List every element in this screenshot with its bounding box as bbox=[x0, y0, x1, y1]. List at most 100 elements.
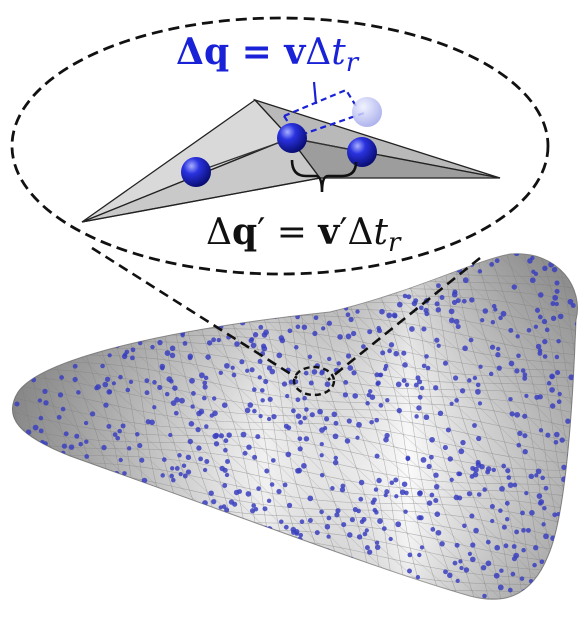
mesh-line bbox=[12, 253, 577, 279]
surface-particle bbox=[489, 503, 495, 510]
surface-particle bbox=[266, 590, 272, 596]
surface-particle bbox=[101, 306, 107, 312]
surface-particle bbox=[260, 398, 265, 403]
surface-particle bbox=[105, 607, 110, 612]
surface-particle bbox=[136, 610, 141, 615]
surface-particle bbox=[12, 518, 18, 524]
surface-particle bbox=[24, 592, 29, 598]
surface-particle bbox=[291, 529, 297, 535]
surface-particle bbox=[105, 304, 111, 310]
surface-particle bbox=[543, 533, 549, 540]
surface-particle bbox=[139, 516, 144, 522]
surface-particle bbox=[443, 569, 448, 575]
surface-particle bbox=[38, 428, 44, 434]
surface-particle bbox=[509, 411, 515, 417]
surface-particle bbox=[56, 414, 62, 420]
surface-particle bbox=[251, 503, 257, 508]
surface-particle bbox=[503, 543, 509, 549]
surface-particle bbox=[571, 438, 578, 445]
surface-particle bbox=[198, 408, 205, 415]
surface-particle bbox=[452, 289, 458, 295]
surface-particle bbox=[300, 292, 306, 297]
surface-particle bbox=[213, 432, 220, 439]
surface-particle bbox=[103, 588, 109, 594]
surface-particle bbox=[448, 317, 455, 324]
surface-particle bbox=[283, 524, 289, 530]
surface-particle bbox=[206, 340, 213, 346]
surface-particle bbox=[325, 594, 331, 600]
surface-particle bbox=[469, 474, 475, 479]
surface-particle bbox=[538, 292, 544, 298]
surface-particle bbox=[14, 336, 20, 343]
eq-bottom-t: t bbox=[374, 212, 389, 253]
surface-particle bbox=[210, 561, 215, 567]
surface-particle bbox=[455, 298, 461, 304]
surface-particle bbox=[570, 494, 576, 500]
surface-particle bbox=[326, 534, 331, 539]
surface-particle bbox=[421, 274, 428, 280]
surface-particle bbox=[206, 549, 211, 555]
surface-particle bbox=[107, 353, 112, 358]
surface-particle bbox=[382, 574, 387, 580]
surface-particle bbox=[143, 597, 149, 600]
surface-particle bbox=[275, 543, 281, 548]
surface-particle bbox=[240, 307, 246, 314]
surface-particle bbox=[295, 413, 302, 420]
surface-particle bbox=[84, 439, 89, 444]
surface-particle bbox=[257, 375, 262, 380]
surface-particle bbox=[365, 285, 371, 291]
surface-particle bbox=[230, 365, 235, 370]
surface-particle bbox=[508, 327, 514, 333]
surface-particle bbox=[542, 338, 548, 345]
surface-particle bbox=[534, 307, 541, 313]
surface-particle bbox=[76, 390, 81, 395]
surface-particle bbox=[459, 565, 464, 571]
surface-particle bbox=[14, 401, 20, 407]
surface-particle bbox=[179, 571, 185, 577]
surface-particle bbox=[475, 388, 481, 395]
ghost-particle bbox=[352, 97, 382, 127]
surface-particle bbox=[264, 592, 269, 597]
surface-particle bbox=[167, 509, 173, 514]
surface-particle bbox=[294, 289, 300, 295]
surface-particle bbox=[179, 397, 185, 404]
mesh-line bbox=[451, 253, 540, 600]
surface-particle bbox=[94, 385, 99, 391]
surface-particle bbox=[295, 324, 301, 330]
surface-particle bbox=[26, 294, 32, 300]
surface-particle bbox=[384, 489, 390, 495]
surface-particle bbox=[218, 370, 223, 375]
surface-particle bbox=[268, 608, 272, 612]
surface-particle bbox=[257, 594, 263, 600]
surface-particle bbox=[312, 330, 318, 337]
surface-particle bbox=[460, 439, 466, 446]
surface-particle bbox=[235, 520, 242, 526]
surface-particle bbox=[36, 368, 42, 374]
surface-particle bbox=[151, 304, 157, 311]
surface-particle bbox=[294, 605, 298, 609]
surface-particle bbox=[18, 275, 24, 280]
surface-particle bbox=[348, 316, 354, 323]
eq-top-equals: = bbox=[229, 31, 284, 73]
surface-particle bbox=[28, 604, 32, 608]
surface-particle bbox=[552, 294, 559, 301]
surface-particle bbox=[394, 494, 399, 499]
surface-particle bbox=[265, 529, 271, 534]
surface-particle bbox=[377, 572, 383, 578]
surface-particle bbox=[535, 468, 542, 475]
surface-particle bbox=[170, 509, 176, 515]
surface-particle bbox=[135, 432, 140, 437]
mesh-line bbox=[479, 253, 578, 600]
surface-particle bbox=[421, 326, 427, 332]
surface-particle bbox=[12, 368, 15, 374]
surface-particle bbox=[352, 297, 358, 303]
surface-particle bbox=[511, 544, 517, 549]
surface-particle bbox=[467, 600, 472, 605]
mesh-line bbox=[346, 253, 449, 600]
surface-particle bbox=[219, 465, 225, 472]
surface-particle bbox=[33, 538, 40, 545]
surface-particle bbox=[17, 507, 22, 513]
surface-particle bbox=[526, 328, 532, 333]
surface-particle bbox=[508, 360, 515, 367]
surface-particle bbox=[554, 354, 560, 360]
